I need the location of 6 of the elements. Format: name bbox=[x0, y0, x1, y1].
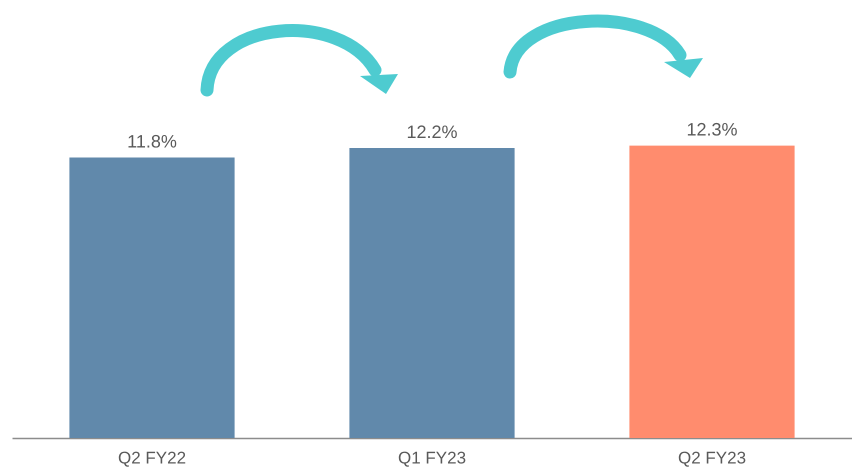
x-tick-label: Q2 FY22 bbox=[118, 448, 186, 468]
x-tick-label: Q2 FY23 bbox=[678, 448, 746, 468]
data-label: 11.8% bbox=[127, 131, 177, 152]
data-label: 12.2% bbox=[406, 122, 458, 142]
x-tick-label: Q1 FY23 bbox=[398, 448, 466, 468]
data-label: 12.3% bbox=[686, 120, 738, 140]
